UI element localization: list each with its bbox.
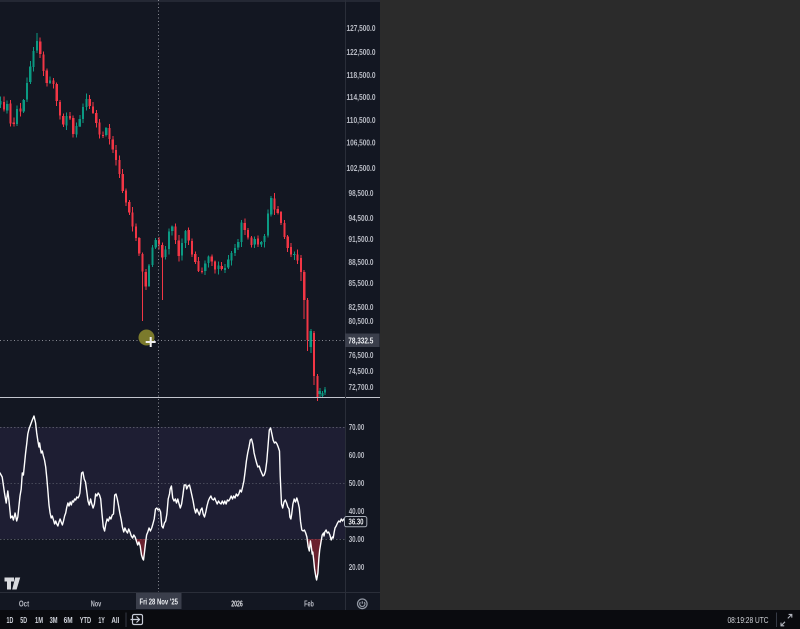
svg-text:08:19:28 UTC: 08:19:28 UTC bbox=[728, 615, 769, 625]
svg-text:114,500.0: 114,500.0 bbox=[347, 92, 376, 102]
svg-text:Fri 28 Nov '25: Fri 28 Nov '25 bbox=[139, 596, 178, 606]
svg-text:70.00: 70.00 bbox=[349, 423, 365, 432]
svg-text:91,500.0: 91,500.0 bbox=[349, 234, 374, 244]
svg-text:60.00: 60.00 bbox=[349, 451, 365, 460]
svg-text:YTD: YTD bbox=[80, 616, 92, 625]
svg-text:80,500.0: 80,500.0 bbox=[349, 316, 374, 326]
svg-text:Oct: Oct bbox=[19, 598, 29, 608]
svg-text:Nov: Nov bbox=[91, 598, 102, 608]
svg-text:85,500.0: 85,500.0 bbox=[349, 278, 374, 288]
svg-text:98,500.0: 98,500.0 bbox=[349, 188, 374, 198]
svg-text:78,332.5: 78,332.5 bbox=[348, 336, 373, 346]
svg-text:50.00: 50.00 bbox=[349, 479, 365, 488]
svg-text:40.00: 40.00 bbox=[349, 507, 365, 516]
svg-text:20.00: 20.00 bbox=[349, 563, 365, 572]
svg-text:82,500.0: 82,500.0 bbox=[349, 302, 374, 312]
svg-text:88,500.0: 88,500.0 bbox=[349, 257, 374, 267]
svg-text:122,500.0: 122,500.0 bbox=[347, 47, 376, 57]
svg-text:All: All bbox=[111, 616, 119, 625]
svg-text:74,500.0: 74,500.0 bbox=[349, 366, 374, 376]
svg-text:36.30: 36.30 bbox=[349, 517, 364, 527]
svg-text:102,500.0: 102,500.0 bbox=[347, 163, 376, 173]
svg-text:94,500.0: 94,500.0 bbox=[349, 213, 374, 223]
svg-text:118,500.0: 118,500.0 bbox=[347, 70, 376, 80]
svg-text:3M: 3M bbox=[50, 616, 58, 625]
svg-text:110,500.0: 110,500.0 bbox=[347, 115, 376, 125]
svg-text:6M: 6M bbox=[64, 616, 73, 625]
svg-text:2026: 2026 bbox=[231, 598, 243, 608]
svg-text:106,500.0: 106,500.0 bbox=[347, 138, 376, 148]
svg-text:1M: 1M bbox=[35, 616, 43, 625]
svg-text:Feb: Feb bbox=[304, 598, 314, 608]
svg-text:127,500.0: 127,500.0 bbox=[347, 23, 376, 33]
svg-text:30.00: 30.00 bbox=[349, 535, 365, 544]
svg-text:76,500.0: 76,500.0 bbox=[349, 350, 374, 360]
svg-text:72,700.0: 72,700.0 bbox=[349, 382, 374, 392]
svg-text:1D: 1D bbox=[6, 616, 13, 625]
svg-text:1Y: 1Y bbox=[98, 616, 105, 625]
svg-text:5D: 5D bbox=[20, 616, 27, 625]
